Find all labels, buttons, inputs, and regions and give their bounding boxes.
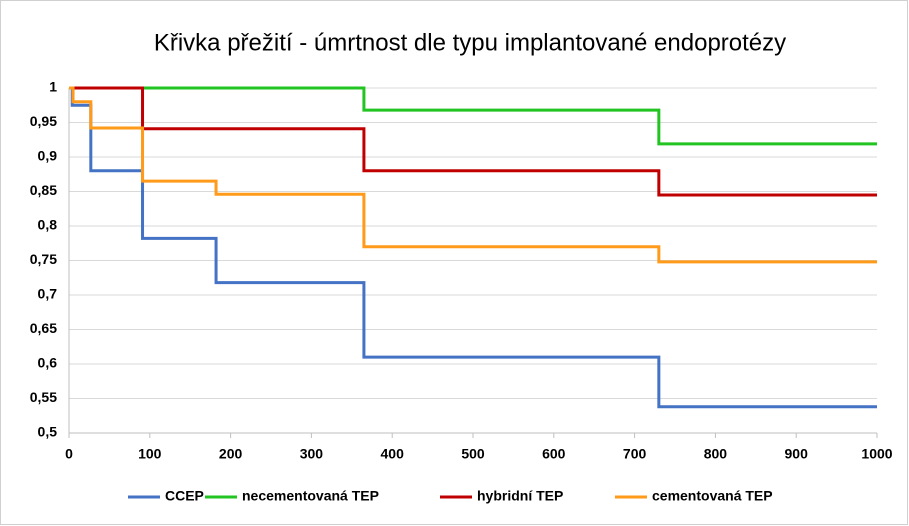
y-tick-label: 0,9 — [38, 148, 58, 164]
x-tick-label: 300 — [300, 446, 324, 462]
y-tick-label: 1 — [49, 79, 57, 95]
x-tick-label: 400 — [381, 446, 405, 462]
x-tick-label: 1000 — [861, 446, 892, 462]
y-tick-label: 0,65 — [30, 320, 57, 336]
y-tick-label: 0,75 — [30, 251, 57, 267]
survival-line — [69, 86, 877, 264]
survival-line — [69, 86, 877, 146]
y-tick-label: 0,95 — [30, 113, 57, 129]
legend-label: necementovaná TEP — [242, 488, 379, 504]
y-tick-label: 0,7 — [38, 286, 58, 302]
x-tick-label: 100 — [138, 446, 162, 462]
x-tick-label: 0 — [65, 446, 73, 462]
x-tick-label: 600 — [542, 446, 566, 462]
x-tick-label: 500 — [461, 446, 485, 462]
y-tick-label: 0,85 — [30, 182, 57, 198]
x-tick-label: 900 — [785, 446, 809, 462]
x-tick-label: 800 — [704, 446, 728, 462]
legend-label: hybridní TEP — [477, 488, 563, 504]
survival-line — [69, 86, 877, 409]
survival-line — [69, 86, 877, 197]
y-tick-label: 0,5 — [38, 424, 58, 440]
y-tick-label: 0,6 — [38, 355, 58, 371]
legend-label: cementovaná TEP — [652, 488, 773, 504]
x-tick-label: 700 — [623, 446, 647, 462]
y-tick-label: 0,55 — [30, 389, 57, 405]
legend-label: CCEP — [165, 488, 204, 504]
x-tick-label: 200 — [219, 446, 243, 462]
chart-title: Křivka přežití - úmrtnost dle typu impla… — [154, 29, 786, 56]
y-tick-label: 0,8 — [38, 217, 58, 233]
